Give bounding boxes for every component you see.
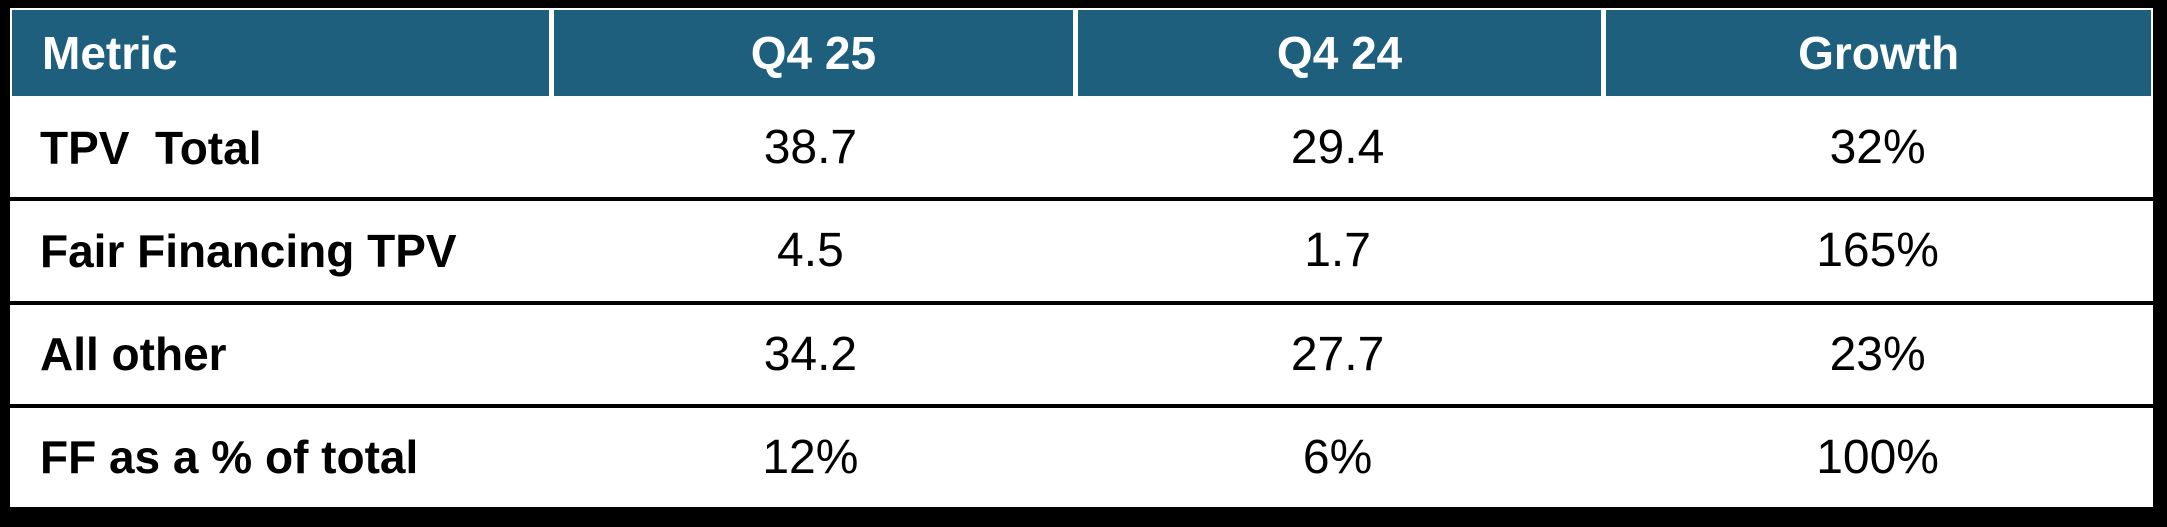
metric-label: TPV Total: [40, 121, 262, 174]
value-growth: 165%: [1816, 224, 1939, 278]
header-cell-metric: Metric: [12, 10, 549, 96]
table-row-all-other: All other 34.2 27.7 23%: [10, 300, 2153, 404]
value-q4-25: 12%: [762, 430, 859, 484]
table-row-tpv-total: TPV Total 38.7 29.4 32%: [10, 98, 2153, 197]
metric-label: FF as a % of total: [40, 431, 419, 484]
value-q4-25: 34.2: [763, 327, 858, 381]
table-row-ff-percent-of-total: FF as a % of total 12% 6% 100%: [10, 403, 2153, 507]
header-cell-q4-24: Q4 24: [1072, 10, 1602, 96]
value-q4-25: 4.5: [777, 224, 844, 278]
table-row-fair-financing-tpv: Fair Financing TPV 4.5 1.7 165%: [10, 197, 2153, 300]
table-header-row: Metric Q4 25 Q4 24 Growth: [10, 8, 2153, 98]
value-growth: 23%: [1829, 327, 1926, 381]
value-growth: 100%: [1816, 430, 1939, 484]
metric-label: All other: [40, 328, 227, 381]
value-q4-25: 38.7: [763, 121, 858, 175]
value-q4-24: 27.7: [1290, 327, 1385, 381]
value-q4-24: 1.7: [1304, 224, 1371, 278]
metric-label: Fair Financing TPV: [40, 224, 457, 277]
header-cell-q4-25: Q4 25: [548, 10, 1073, 96]
value-q4-24: 6%: [1302, 430, 1373, 484]
metrics-table: Metric Q4 25 Q4 24 Growth TPV Total 38.7…: [10, 8, 2153, 507]
header-cell-growth: Growth: [1601, 10, 2151, 96]
value-growth: 32%: [1829, 121, 1926, 175]
value-q4-24: 29.4: [1290, 121, 1385, 175]
